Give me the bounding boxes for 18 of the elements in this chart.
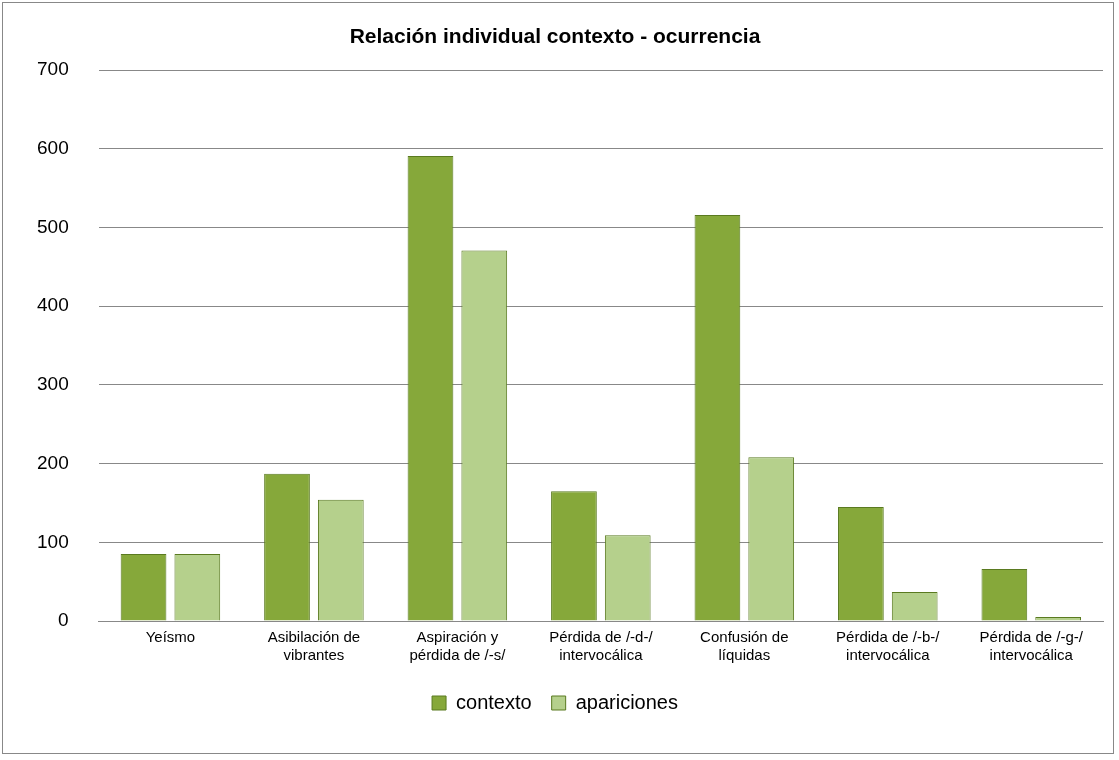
- legend-label: contexto: [456, 690, 532, 713]
- y-tick-label: 200: [37, 451, 69, 473]
- x-tick-label: Yeísmo: [145, 628, 196, 646]
- x-tick-label: Confusión de líquidas: [700, 628, 789, 664]
- y-tick-label: 600: [37, 137, 69, 159]
- y-tick-label: 700: [37, 58, 69, 80]
- legend-label: apariciones: [575, 690, 678, 713]
- x-tick-label: Asibilación de vibrantes: [267, 628, 361, 664]
- y-tick-label: 300: [37, 373, 69, 395]
- y-tick-label: 100: [37, 530, 69, 552]
- y-tick-label: 400: [37, 294, 69, 316]
- y-tick-label: 0: [58, 609, 69, 631]
- x-tick-label: Aspiración y pérdida de /-s/: [409, 628, 507, 664]
- chart-title: Relación individual contexto - ocurrencia: [349, 24, 761, 48]
- x-tick-label: Pérdida de /-d-/ intervocálica: [549, 628, 654, 664]
- x-tick-label: Pérdida de /-g-/ intervocálica: [979, 628, 1084, 664]
- y-tick-label: 500: [37, 215, 69, 237]
- x-tick-label: Pérdida de /-b-/ intervocálica: [836, 628, 941, 664]
